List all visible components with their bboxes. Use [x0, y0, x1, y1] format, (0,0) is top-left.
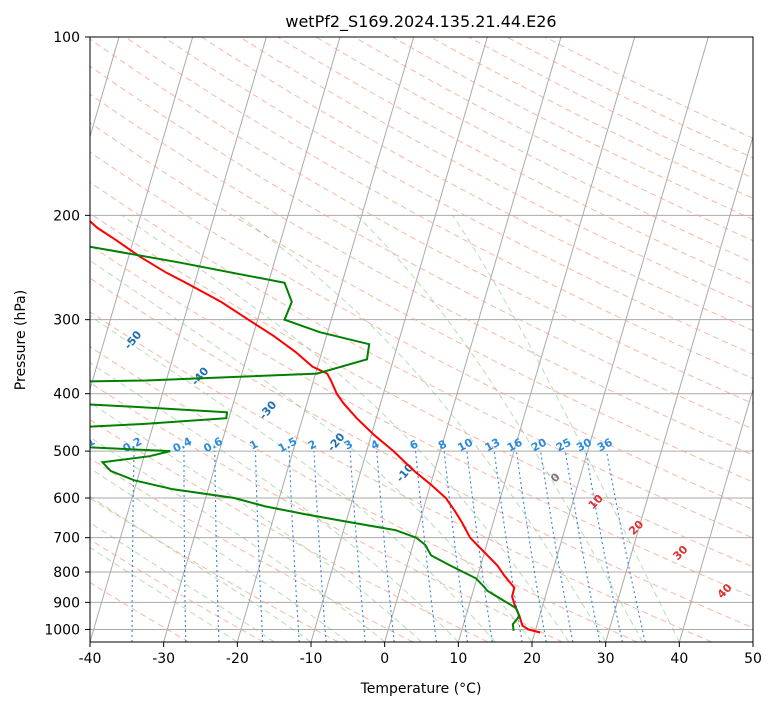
mixing-ratio-line — [214, 451, 220, 642]
mixing-ratio-line — [443, 451, 469, 642]
mixing-ratio-line — [515, 451, 547, 642]
mixing-ratio-line — [288, 451, 300, 642]
chart-title: wetPf2_S169.2024.135.21.44.E26 — [285, 12, 556, 32]
isotherm--50 — [90, 37, 194, 392]
y-axis-label: Pressure (hPa) — [13, 290, 29, 390]
dry-adiabat — [90, 277, 753, 629]
mixing-ratio-line — [183, 451, 187, 642]
mixing-ratio-label: 20 — [529, 436, 549, 455]
dewpoint-profile-line — [90, 245, 521, 631]
moist-adiabat — [356, 214, 643, 642]
y-tick-label: 100 — [53, 30, 80, 46]
x-tick-label: 40 — [670, 651, 688, 667]
dry-adiabat — [163, 37, 753, 355]
y-tick-label: 1000 — [44, 622, 80, 638]
moist-adiabat — [238, 214, 607, 642]
isotherm-0 — [384, 37, 562, 642]
moist-adiabat — [90, 259, 533, 642]
dry-adiabat — [90, 65, 753, 430]
x-tick-label: 20 — [523, 651, 541, 667]
mixing-ratio-label: 0.1 — [74, 435, 97, 456]
y-tick-label: 300 — [53, 313, 80, 329]
dry-adiabat — [315, 37, 753, 263]
x-tick-label: 10 — [449, 651, 467, 667]
plot-frame — [89, 36, 754, 643]
dry-adiabat — [506, 37, 753, 159]
mixing-ratio-label: 30 — [574, 436, 594, 455]
plot-area: 0.10.20.40.611.52346810131620253036-100-… — [74, 37, 753, 642]
x-tick-label: -40 — [79, 651, 102, 667]
mixing-ratio-label: 16 — [505, 436, 525, 455]
dry-adiabat — [90, 151, 753, 511]
dry-adiabat — [90, 212, 753, 568]
isotherm--20 — [236, 37, 415, 642]
mixing-ratio-line — [131, 451, 135, 642]
x-tick-label: 0 — [380, 651, 389, 667]
y-tick-label: 900 — [53, 595, 80, 611]
dry-adiabat — [90, 457, 414, 642]
dry-adiabat — [201, 37, 753, 332]
moist-adiabat — [90, 362, 459, 642]
x-tick-label: -20 — [226, 651, 249, 667]
y-tick-label: 700 — [53, 531, 80, 547]
mixing-ratio-line — [564, 451, 601, 642]
y-tick-label: 500 — [53, 444, 80, 460]
mixing-ratio-label: 13 — [483, 436, 503, 455]
dry-adiabat — [430, 37, 753, 199]
y-tick-label: 600 — [53, 491, 80, 507]
dry-adiabat — [125, 37, 753, 380]
moist-adiabat — [121, 214, 570, 642]
dry-adiabat — [353, 37, 753, 242]
x-tick-label: 50 — [744, 651, 762, 667]
isotherm-40 — [678, 387, 753, 642]
moist-adiabat — [90, 467, 349, 642]
x-tick-label: 30 — [597, 651, 615, 667]
mixing-ratio-label: 10 — [455, 436, 475, 455]
moist-adiabat — [90, 315, 496, 642]
mixing-ratio-line — [540, 451, 574, 642]
x-axis-label: Temperature (°C) — [360, 681, 482, 697]
y-tick-label: 400 — [53, 387, 80, 403]
dry-adiabat — [90, 311, 712, 642]
dry-adiabat — [277, 37, 753, 286]
mixing-ratio-line — [313, 451, 327, 642]
temperature-profile-line — [90, 219, 541, 634]
dry-adiabat — [90, 346, 638, 642]
y-tick-label: 200 — [53, 208, 80, 224]
moist-adiabat — [90, 522, 275, 642]
mixing-ratio-label: 36 — [595, 436, 615, 455]
dry-adiabat — [544, 37, 753, 139]
mixing-ratio-line — [376, 451, 395, 642]
isotherm-10 — [457, 37, 636, 642]
isotherm-20 — [531, 37, 709, 642]
dry-adiabat — [468, 37, 753, 179]
mixing-ratio-label: 25 — [554, 436, 574, 455]
isotherm--30 — [163, 37, 341, 642]
mixing-ratio-line — [254, 451, 264, 642]
moist-adiabat — [90, 401, 422, 642]
y-tick-label: 800 — [53, 565, 80, 581]
dry-adiabat — [239, 37, 753, 308]
dry-adiabat — [90, 38, 753, 405]
dry-adiabat — [90, 93, 753, 456]
x-tick-label: -30 — [152, 651, 175, 667]
mixing-ratio-line — [493, 451, 523, 642]
dry-adiabat — [90, 244, 753, 598]
mixing-ratio-line — [349, 451, 366, 642]
dry-adiabat — [392, 37, 753, 220]
axes: -40 -30 -20 -10 0 10 20 30 40 50 100 200 300 400 500 60… — [44, 30, 762, 667]
x-tick-label: -10 — [300, 651, 323, 667]
moist-adiabat — [90, 547, 238, 642]
